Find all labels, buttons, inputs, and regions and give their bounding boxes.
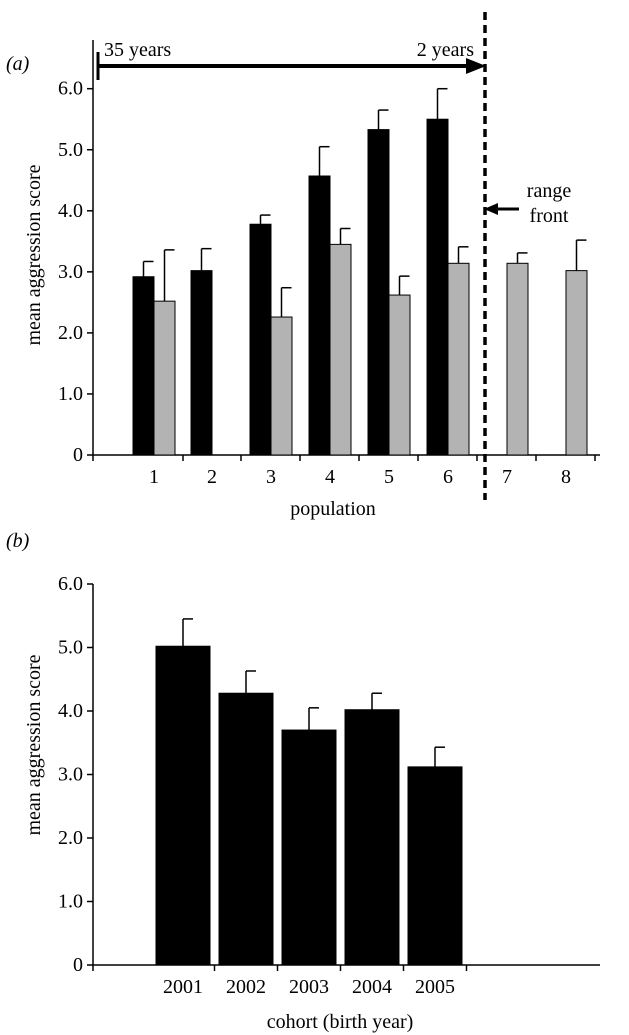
panel-a-y-axis: 0 1.0 2.0 3.0 4.0 5.0 6.0 bbox=[58, 40, 94, 466]
panel-a-x-tick-label: 3 bbox=[266, 466, 276, 488]
panel-a-bar bbox=[367, 129, 390, 456]
panel-a-x-tick-label: 4 bbox=[325, 466, 335, 488]
range-front-arrow-head bbox=[484, 203, 498, 215]
panel-b-x-tick-label: 2004 bbox=[352, 976, 392, 998]
panel-a-x-tick-label: 8 bbox=[561, 466, 571, 488]
panel-a-bar bbox=[329, 243, 352, 456]
panel-a-bar bbox=[565, 270, 588, 456]
panel-a-x-tick-label: 5 bbox=[384, 466, 394, 488]
range-front-label-line2: front bbox=[530, 205, 569, 227]
panel-a-bar bbox=[308, 175, 331, 456]
panel-b-x-axis-label: cohort (birth year) bbox=[267, 1011, 414, 1033]
panel-b-x-tick-label: 2003 bbox=[289, 976, 329, 998]
panel-b-y-tick-label: 0 bbox=[73, 954, 83, 976]
panel-a-y-tick-label: 0 bbox=[73, 444, 83, 466]
panel-b-x-tick-label: 2002 bbox=[226, 976, 266, 998]
panel-b-bar bbox=[344, 709, 400, 966]
panel-b: (b) mean aggression score 0 1.0 2.0 3.0 4.0 5… bbox=[6, 530, 600, 1033]
panel-a-y-axis-label: mean aggression score bbox=[23, 164, 45, 345]
range-front-label-line1: range bbox=[527, 180, 572, 202]
panel-b-y-tick-label: 2.0 bbox=[58, 827, 83, 849]
panel-b-bars bbox=[155, 618, 463, 966]
panel-b-y-tick-label: 3.0 bbox=[58, 764, 83, 786]
panel-b-bar bbox=[218, 692, 274, 966]
panel-a-y-tick-label: 2.0 bbox=[58, 322, 83, 344]
panel-a-y-tick-label: 4.0 bbox=[58, 200, 83, 222]
panel-b-y-tick-label: 4.0 bbox=[58, 700, 83, 722]
panel-a-bar bbox=[388, 294, 411, 456]
panel-b-x-tick-label: 2001 bbox=[163, 976, 203, 998]
panel-a-bar bbox=[190, 270, 213, 456]
panel-a-bar bbox=[426, 118, 449, 456]
panel-a-bar bbox=[249, 223, 272, 456]
panel-a: (a) mean aggression score 0 1.0 2.0 3.0 4.0 5… bbox=[6, 12, 600, 520]
panel-b-y-tick-label: 5.0 bbox=[58, 637, 83, 659]
panel-b-bar bbox=[281, 729, 337, 966]
panel-a-x-tick-label: 7 bbox=[502, 466, 512, 488]
panel-a-bars bbox=[132, 87, 588, 456]
panel-a-y-tick-label: 3.0 bbox=[58, 261, 83, 283]
panel-a-x-tick-label: 2 bbox=[207, 466, 217, 488]
panel-a-x-axis-label: population bbox=[290, 498, 376, 520]
panel-a-bar bbox=[447, 262, 470, 456]
arrow-label-2-years: 2 years bbox=[417, 39, 474, 61]
panel-a-y-tick-label: 6.0 bbox=[58, 78, 83, 100]
panel-b-y-axis: 0 1.0 2.0 3.0 4.0 5.0 6.0 bbox=[58, 573, 94, 976]
arrow-label-35-years: 35 years bbox=[104, 39, 171, 61]
panel-b-x-tick-label: 2005 bbox=[415, 976, 455, 998]
panel-a-bar bbox=[270, 316, 293, 456]
panel-a-x-tick-label: 1 bbox=[149, 466, 159, 488]
panel-a-x-tick-label: 6 bbox=[443, 466, 453, 488]
panel-b-bar bbox=[155, 645, 211, 966]
panel-b-label: (b) bbox=[6, 530, 30, 552]
panel-b-bar bbox=[407, 766, 463, 966]
panel-a-bar bbox=[506, 262, 529, 456]
panel-a-y-tick-label: 1.0 bbox=[58, 383, 83, 405]
panel-b-x-axis: 2001 2002 2003 2004 2005 bbox=[92, 964, 600, 998]
panel-a-y-tick-label: 5.0 bbox=[58, 139, 83, 161]
panel-b-y-axis-label: mean aggression score bbox=[23, 654, 45, 835]
panel-b-y-tick-label: 6.0 bbox=[58, 573, 83, 595]
panel-a-bar bbox=[132, 276, 155, 456]
panel-b-y-tick-label: 1.0 bbox=[58, 891, 83, 913]
panel-a-x-axis: 1 2 3 4 5 6 7 8 bbox=[92, 454, 600, 488]
panel-a-bar bbox=[153, 300, 176, 456]
time-span-arrow-head bbox=[466, 58, 486, 74]
panel-a-label: (a) bbox=[6, 53, 30, 75]
